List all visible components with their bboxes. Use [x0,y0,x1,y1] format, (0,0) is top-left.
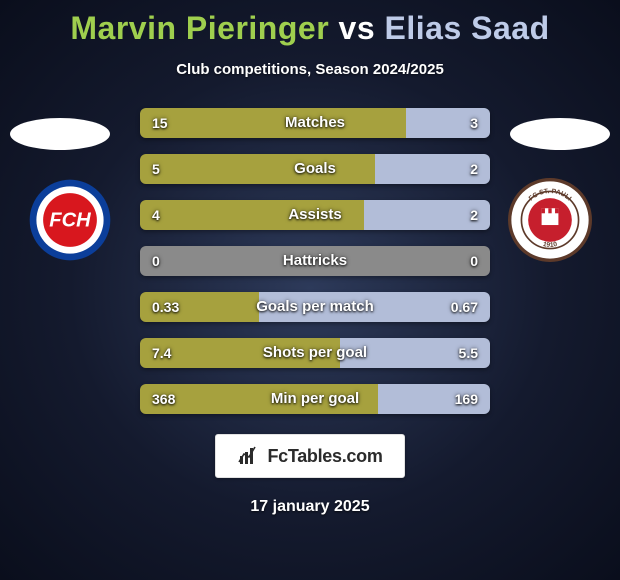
club-badge-right: FC ST. PAULI 1910 [508,178,592,262]
vs-label: vs [339,10,376,46]
comparison-stage: FCH FC ST. PAULI 1910 [0,98,620,458]
club-badge-left: FCH [28,178,112,262]
stat-row: 0.330.67Goals per match [140,292,490,322]
stat-label: Assists [140,200,490,230]
stat-label: Hattricks [140,246,490,276]
stat-row: 7.45.5Shots per goal [140,338,490,368]
stat-label: Goals [140,154,490,184]
spotlight-left [10,118,110,150]
subtitle: Club competitions, Season 2024/2025 [0,61,620,78]
stat-row: 368169Min per goal [140,384,490,414]
stat-rows: 153Matches 52Goals 42Assists 00Hattricks 0.3… [140,108,490,430]
comparison-date: 17 january 2025 [0,498,620,516]
player1-name: Marvin Pieringer [70,10,329,46]
stat-label: Min per goal [140,384,490,414]
spotlight-right [510,118,610,150]
stat-label: Shots per goal [140,338,490,368]
svg-text:1910: 1910 [542,241,558,249]
stat-row: 00Hattricks [140,246,490,276]
player2-name: Elias Saad [385,10,550,46]
stat-row: 42Assists [140,200,490,230]
stat-row: 153Matches [140,108,490,138]
brand-box: FcTables.com [215,434,405,478]
stat-label: Goals per match [140,292,490,322]
brand-label: FcTables.com [267,446,382,467]
stat-row: 52Goals [140,154,490,184]
comparison-title: Marvin Pieringer vs Elias Saad [0,0,620,47]
stat-label: Matches [140,108,490,138]
svg-text:FCH: FCH [49,210,91,232]
brand-chart-icon [237,444,261,468]
